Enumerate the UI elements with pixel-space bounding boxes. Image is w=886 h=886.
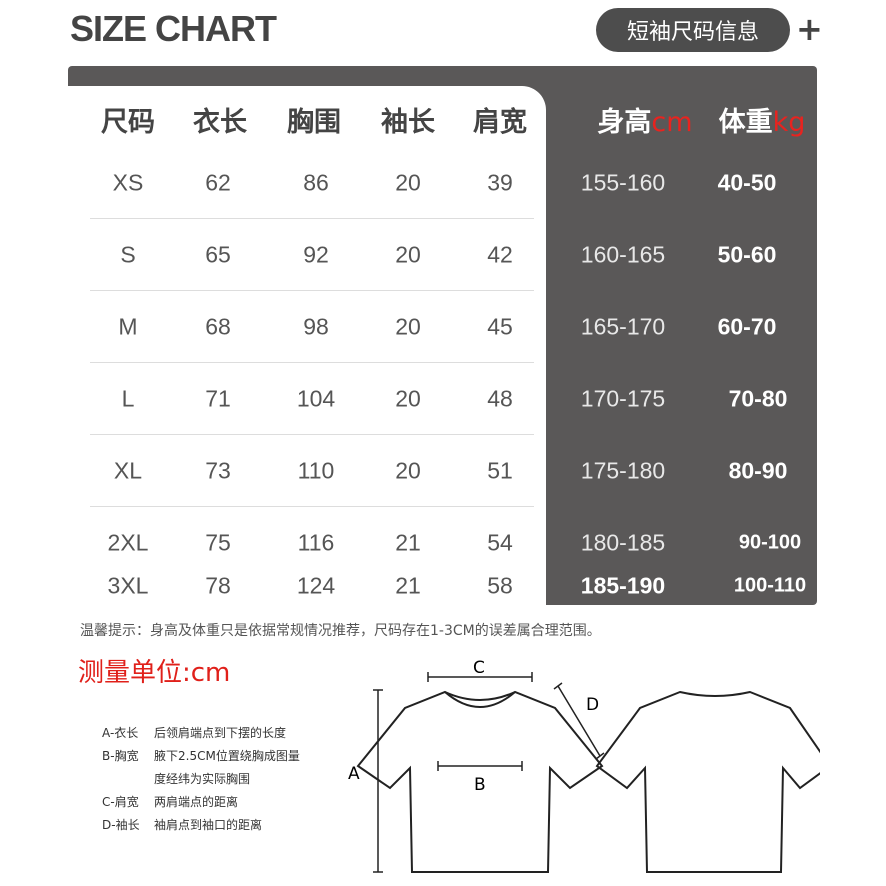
row-divider	[90, 434, 534, 435]
weight-label: 体重	[718, 107, 773, 138]
page-title: SIZE CHART	[70, 8, 277, 49]
cell-weight: 70-80	[728, 385, 788, 412]
header-length: 衣长	[193, 107, 247, 138]
cell-weight: 100-110	[733, 574, 807, 597]
cell-chest: 110	[297, 457, 335, 484]
plus-icon: +	[796, 10, 823, 48]
cell-sleeve: 20	[395, 169, 421, 196]
cell-shoulder: 54	[487, 529, 513, 556]
cell-weight: 90-100	[738, 531, 802, 554]
cell-size: XS	[112, 169, 144, 196]
row-divider	[90, 290, 534, 291]
header-shoulder: 肩宽	[473, 107, 527, 138]
cell-chest: 124	[296, 572, 336, 599]
legend-key: A-衣长	[102, 726, 139, 740]
cell-weight: 40-50	[717, 169, 777, 196]
label-b: B	[474, 775, 486, 795]
cell-size: 2XL	[107, 529, 149, 556]
garment-measurements-panel	[68, 86, 546, 605]
row-divider	[90, 362, 534, 363]
legend-desc: 两肩端点的距离	[154, 795, 239, 809]
cell-sleeve: 20	[395, 313, 421, 340]
cell-chest: 92	[303, 241, 329, 268]
cell-size: XL	[113, 457, 143, 484]
header-size: 尺码	[101, 107, 155, 138]
legend-key: D-袖长	[102, 818, 140, 832]
cell-height: 155-160	[580, 169, 666, 196]
header-weight: 体重kg	[719, 100, 806, 139]
tshirt-diagram: A C B D	[348, 658, 820, 873]
cell-height: 180-185	[580, 529, 666, 556]
cell-height: 170-175	[580, 385, 666, 412]
cell-length: 73	[205, 457, 231, 484]
short-sleeve-size-badge: 短袖尺码信息	[596, 8, 790, 52]
legend-desc: 腋下2.5CM位置绕胸成图量	[154, 749, 300, 763]
cell-chest: 86	[303, 169, 329, 196]
legend-key: B-胸宽	[102, 749, 139, 763]
cell-length: 65	[205, 241, 231, 268]
cell-length: 71	[205, 385, 231, 412]
legend-desc: 度经纬为实际胸围	[154, 772, 251, 786]
header-chest: 胸围	[287, 107, 341, 138]
cell-height: 160-165	[580, 241, 666, 268]
legend-item: D-袖长 袖肩点到袖口的距离	[102, 816, 262, 833]
legend-item: C-肩宽 两肩端点的距离	[102, 793, 238, 810]
legend-desc: 后领肩端点到下摆的长度	[154, 726, 287, 740]
cell-sleeve: 20	[395, 457, 421, 484]
cell-length: 75	[205, 529, 231, 556]
cell-weight: 80-90	[728, 457, 788, 484]
cell-sleeve: 21	[395, 529, 421, 556]
row-divider	[90, 218, 534, 219]
height-unit: cm	[651, 107, 693, 138]
legend-key: C-肩宽	[102, 795, 139, 809]
legend-item: 度经纬为实际胸围	[102, 770, 250, 787]
cell-shoulder: 45	[487, 313, 513, 340]
cell-shoulder: 58	[487, 572, 513, 599]
height-label: 身高	[597, 107, 652, 138]
legend-desc: 袖肩点到袖口的距离	[154, 818, 263, 832]
cell-length: 68	[205, 313, 231, 340]
cell-sleeve: 21	[395, 572, 421, 599]
cell-weight: 50-60	[717, 241, 777, 268]
cell-size: M	[118, 313, 138, 340]
header-sleeve: 袖长	[381, 107, 435, 138]
cell-shoulder: 48	[487, 385, 513, 412]
cell-chest: 98	[303, 313, 329, 340]
tshirt-back	[595, 690, 820, 873]
header-height: 身高cm	[597, 100, 692, 139]
unit-label: 测量单位:cm	[78, 658, 231, 688]
notice-text: 温馨提示：身高及体重只是依据常规情况推荐，尺码存在1-3CM的误差属合理范围。	[80, 623, 601, 639]
cell-length: 62	[205, 169, 231, 196]
cell-shoulder: 39	[487, 169, 513, 196]
legend-item: B-胸宽 腋下2.5CM位置绕胸成图量	[102, 747, 300, 764]
cell-size: 3XL	[107, 572, 149, 599]
cell-size: S	[120, 241, 136, 268]
cell-chest: 104	[296, 385, 336, 412]
label-c: C	[473, 658, 485, 678]
cell-sleeve: 20	[395, 385, 421, 412]
label-d: D	[586, 695, 599, 715]
cell-sleeve: 20	[395, 241, 421, 268]
cell-length: 78	[205, 572, 231, 599]
cell-shoulder: 42	[487, 241, 513, 268]
weight-unit: kg	[772, 107, 806, 138]
label-a: A	[348, 764, 360, 784]
cell-chest: 116	[297, 529, 335, 556]
row-divider	[90, 506, 534, 507]
cell-size: L	[121, 385, 135, 412]
cell-height: 175-180	[580, 457, 666, 484]
cell-height: 185-190	[580, 572, 666, 599]
cell-shoulder: 51	[487, 457, 513, 484]
legend-item: A-衣长 后领肩端点到下摆的长度	[102, 724, 286, 741]
cell-height: 165-170	[580, 313, 666, 340]
cell-weight: 60-70	[717, 313, 777, 340]
